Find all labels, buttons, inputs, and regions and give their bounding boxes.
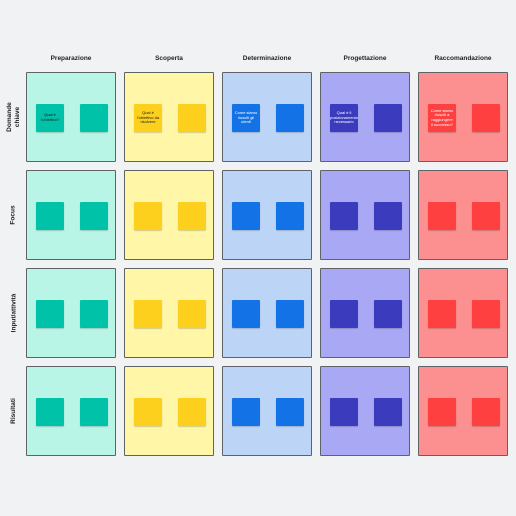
sticky-note[interactable] xyxy=(134,398,162,426)
grid-cell[interactable] xyxy=(320,170,410,260)
grid-cell[interactable] xyxy=(26,170,116,260)
grid-cell[interactable] xyxy=(124,268,214,358)
column-header-4: Raccomandazione xyxy=(434,55,492,62)
sticky-note[interactable] xyxy=(80,398,108,426)
sticky-note[interactable] xyxy=(330,202,358,230)
row-header-label: Input/attività xyxy=(10,293,18,333)
grid-cell[interactable]: Come siamo riusciti a raggiungere il suc… xyxy=(418,72,508,162)
sticky-note[interactable] xyxy=(232,202,260,230)
sticky-note[interactable] xyxy=(374,202,402,230)
grid-cell[interactable] xyxy=(26,268,116,358)
grid-cell[interactable]: Come siamo riusciti gli utenti xyxy=(222,72,312,162)
sticky-note[interactable]: Qual è l'obiettivo da risolvere xyxy=(134,104,162,132)
row-header-3: Risultati xyxy=(6,366,22,456)
column-header-1: Scoperta xyxy=(155,55,183,62)
sticky-note[interactable]: Qual è l'obiettivo? xyxy=(36,104,64,132)
row-header-label: Domande chiave xyxy=(6,102,21,132)
row-header-0: Domande chiave xyxy=(6,72,22,162)
sticky-note[interactable] xyxy=(178,300,206,328)
sticky-note[interactable]: Come siamo riusciti gli utenti xyxy=(232,104,260,132)
sticky-note[interactable] xyxy=(178,202,206,230)
sticky-note[interactable] xyxy=(374,104,402,132)
grid-cell[interactable] xyxy=(418,268,508,358)
grid-cell[interactable] xyxy=(222,366,312,456)
sticky-note[interactable] xyxy=(472,300,500,328)
sticky-note[interactable] xyxy=(276,300,304,328)
row-header-1: Focus xyxy=(6,170,22,260)
row-header-label: Focus xyxy=(10,205,17,225)
sticky-note[interactable] xyxy=(232,398,260,426)
sticky-note[interactable] xyxy=(330,300,358,328)
grid-cell[interactable] xyxy=(320,268,410,358)
row-header-2: Input/attività xyxy=(6,268,22,358)
sticky-note[interactable] xyxy=(178,398,206,426)
sticky-note[interactable]: Come siamo riusciti a raggiungere il suc… xyxy=(428,104,456,132)
row-header-label: Risultati xyxy=(10,398,17,424)
sticky-note[interactable] xyxy=(276,398,304,426)
sticky-note[interactable] xyxy=(276,104,304,132)
sticky-note[interactable] xyxy=(232,300,260,328)
column-header-2: Determinazione xyxy=(242,55,292,62)
grid-cell[interactable]: Qual è il posizionamento necessario xyxy=(320,72,410,162)
sticky-note[interactable] xyxy=(374,300,402,328)
grid-cell[interactable] xyxy=(222,170,312,260)
sticky-note[interactable] xyxy=(80,104,108,132)
grid-cell[interactable] xyxy=(320,366,410,456)
sticky-note[interactable] xyxy=(428,398,456,426)
column-header-0: Preparazione xyxy=(50,55,92,62)
sticky-note[interactable] xyxy=(134,202,162,230)
column-header-3: Progettazione xyxy=(343,55,387,62)
sticky-note[interactable] xyxy=(36,398,64,426)
sticky-note[interactable] xyxy=(428,202,456,230)
sticky-note[interactable] xyxy=(472,398,500,426)
sticky-note[interactable] xyxy=(36,300,64,328)
sticky-note[interactable] xyxy=(374,398,402,426)
grid-cell[interactable]: Qual è l'obiettivo? xyxy=(26,72,116,162)
grid-cell[interactable]: Qual è l'obiettivo da risolvere xyxy=(124,72,214,162)
sticky-note[interactable] xyxy=(428,300,456,328)
sticky-note[interactable]: Qual è il posizionamento necessario xyxy=(330,104,358,132)
sticky-note[interactable] xyxy=(276,202,304,230)
grid-cell[interactable] xyxy=(222,268,312,358)
sticky-note[interactable] xyxy=(178,104,206,132)
grid-cell[interactable] xyxy=(418,366,508,456)
sticky-note[interactable] xyxy=(472,202,500,230)
sticky-note[interactable] xyxy=(80,300,108,328)
sticky-note[interactable] xyxy=(80,202,108,230)
sticky-note[interactable] xyxy=(472,104,500,132)
sticky-note[interactable] xyxy=(134,300,162,328)
grid-cell[interactable] xyxy=(418,170,508,260)
grid-cell[interactable] xyxy=(124,170,214,260)
sticky-note[interactable] xyxy=(36,202,64,230)
grid-cell[interactable] xyxy=(26,366,116,456)
sticky-note[interactable] xyxy=(330,398,358,426)
grid-cell[interactable] xyxy=(124,366,214,456)
